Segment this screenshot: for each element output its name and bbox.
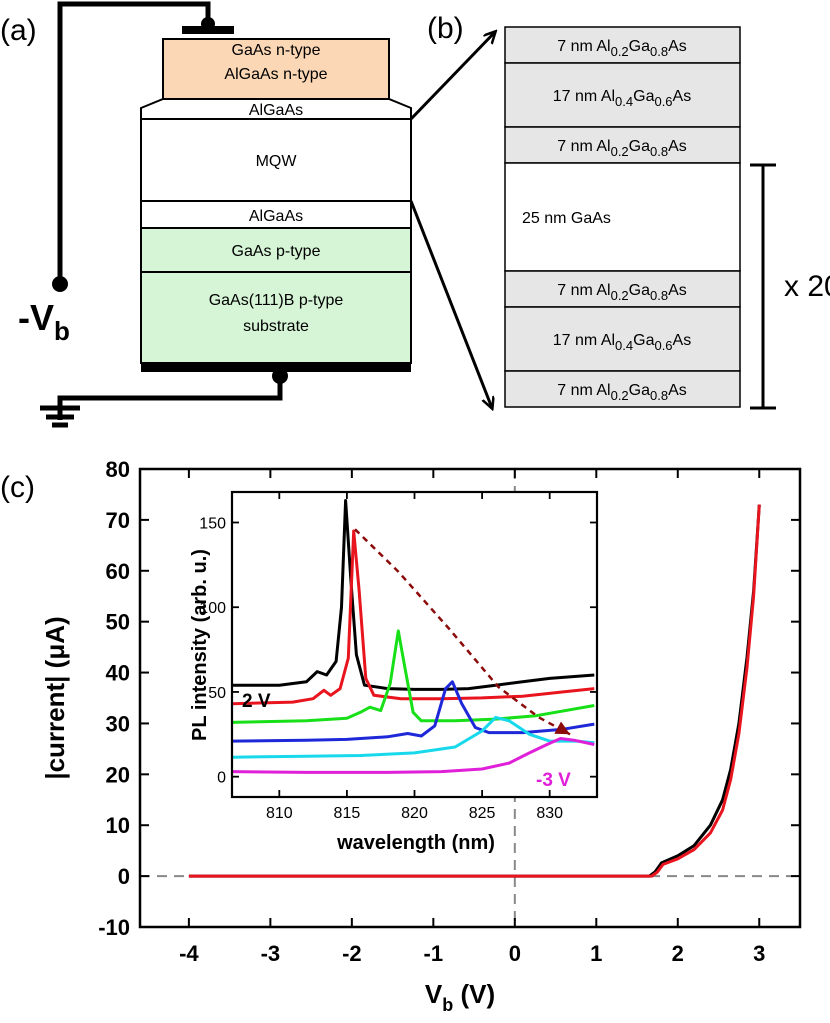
x-tick-label: 1 <box>590 941 602 966</box>
y-tick-label: 30 <box>106 711 130 736</box>
device-layer-label: MQW <box>256 153 298 170</box>
device-layer-label: GaAs(111)B p-type <box>209 292 344 309</box>
pl-spectrum-line <box>231 737 595 774</box>
x-tick-label: -1 <box>424 941 444 966</box>
inset-y-tick-label: 150 <box>199 516 226 533</box>
repeat-label: x 20 <box>784 270 830 303</box>
zoom-arrow-top <box>409 32 495 121</box>
panel-b-layer-stack: (b) 7 nm Al0.2Ga0.8As 17 nm Al0.4Ga0.6As 7 … <box>427 12 830 410</box>
y-tick-label: -10 <box>98 915 130 940</box>
inset-y-tick-label: 0 <box>217 770 226 787</box>
stack-layer: 7 nm Al0.2Ga0.8As <box>504 370 741 408</box>
x-axis-label: Vb (V) <box>425 979 495 1015</box>
top-contact-wire <box>57 1 211 284</box>
device-layer: GaAs p-type <box>140 227 412 273</box>
stack-layer-box <box>504 62 741 128</box>
y-tick-label: 20 <box>106 762 130 787</box>
y-tick-label: 50 <box>106 610 130 635</box>
x-tick-label: 3 <box>753 941 765 966</box>
panel-label-b: (b) <box>427 12 464 45</box>
stack-layer-label: 17 nm Al0.4Ga0.6As <box>553 88 691 109</box>
inset-y-tick-label: 50 <box>208 685 226 702</box>
panel-label-c: (c) <box>0 471 35 504</box>
stack-layer-box <box>504 306 741 372</box>
top-contact-node <box>201 17 215 31</box>
peak-trend-arrowhead <box>554 721 570 735</box>
stack-layer: 17 nm Al0.4Ga0.6As <box>504 62 741 128</box>
inset-x-tick-label: 825 <box>469 805 496 822</box>
y-tick-label: 40 <box>106 661 130 686</box>
x-tick-label: -3 <box>261 941 281 966</box>
x-tick-label: 2 <box>672 941 684 966</box>
device-layer: MQW <box>140 118 412 202</box>
y-tick-label: 80 <box>106 457 130 482</box>
device-layer-label: GaAs p-type <box>232 243 321 260</box>
x-tick-label: 0 <box>509 941 521 966</box>
stack-layer: 7 nm Al0.2Ga0.8As <box>504 126 741 164</box>
stack-layer-box <box>504 26 741 64</box>
inset-annotation-minus3v: -3 V <box>536 770 571 791</box>
y-tick-label: 10 <box>106 813 130 838</box>
device-layer-label: substrate <box>243 318 309 335</box>
inset-y-tick-label: 100 <box>199 600 226 617</box>
panel-a-device-schematic: (a) -Vb GaAs n-type AlGaAs n-type AlGaAs MQW A… <box>0 1 495 428</box>
bottom-contact-bar <box>141 363 411 372</box>
stack-layer: 7 nm Al0.2Ga0.8As <box>504 26 741 64</box>
device-layer: GaAs(111)B p-type substrate <box>140 271 412 364</box>
device-layer-box <box>140 227 412 273</box>
x-tick-label: -4 <box>179 941 199 966</box>
iv-series-line <box>188 504 761 878</box>
pl-spectrum-line <box>231 680 595 743</box>
device-layer-label: AlGaAs <box>249 102 303 119</box>
panel-label-a: (a) <box>0 14 37 47</box>
peak-trend-dashed-line <box>354 528 571 736</box>
stack-layer-box <box>504 370 741 408</box>
stack-layer-label: 7 nm Al0.2Ga0.8As <box>557 38 687 59</box>
device-layer-label: AlGaAs <box>249 208 303 225</box>
inset-x-tick-label: 830 <box>536 805 563 822</box>
pl-spectrum-line <box>231 629 595 724</box>
inset-annotation-2v: 2 V <box>242 691 271 712</box>
bias-node <box>52 276 68 292</box>
stack-layer: 25 nm GaAs <box>504 162 741 272</box>
device-layer-label: GaAs n-type <box>232 42 321 59</box>
device-layer: AlGaAs <box>140 200 412 229</box>
stack-layer-label: 17 nm Al0.4Ga0.6As <box>553 332 691 353</box>
zoom-arrow-bottom <box>409 200 492 408</box>
inset-plot-frame <box>230 490 599 799</box>
stack-layer: 7 nm Al0.2Ga0.8As <box>504 270 741 308</box>
inset-x-tick-label: 810 <box>266 805 293 822</box>
inset-background <box>232 492 597 797</box>
device-layer: GaAs n-type AlGaAs n-type <box>162 38 390 100</box>
stack-layer: 17 nm Al0.4Ga0.6As <box>504 306 741 372</box>
inset-x-tick-label: 820 <box>401 805 428 822</box>
panel-c-inset-pl-spectra: 810 815 820 825 830 0 50 100 150 2 V -3 V wavelengt… <box>189 490 599 854</box>
bias-label: -Vb <box>18 297 70 346</box>
inset-y-axis-label: PL intensity (arb. u.) <box>189 549 211 741</box>
stack-layer-label: 7 nm Al0.2Ga0.8As <box>557 382 687 403</box>
device-layer: AlGaAs <box>140 98 412 120</box>
pl-spectrum-line <box>231 529 595 706</box>
stack-layer-label: 7 nm Al0.2Ga0.8As <box>557 282 687 303</box>
x-tick-label: -2 <box>342 941 362 966</box>
y-tick-label: 70 <box>106 508 130 533</box>
y-tick-label: 0 <box>118 864 130 889</box>
main-plot-frame <box>138 467 802 929</box>
inset-x-tick-label: 815 <box>334 805 361 822</box>
y-tick-label: 60 <box>106 559 130 584</box>
y-axis-label: |current| (μA) <box>40 616 70 779</box>
stack-layer-box <box>504 162 741 272</box>
device-layer-label: AlGaAs n-type <box>224 66 327 83</box>
bottom-contact-wire <box>57 372 283 420</box>
stack-layer-label: 7 nm Al0.2Ga0.8As <box>557 138 687 159</box>
stack-layer-label: 25 nm GaAs <box>522 210 611 227</box>
inset-x-axis-label: wavelength (nm) <box>336 832 495 854</box>
device-layer-box <box>140 118 412 202</box>
